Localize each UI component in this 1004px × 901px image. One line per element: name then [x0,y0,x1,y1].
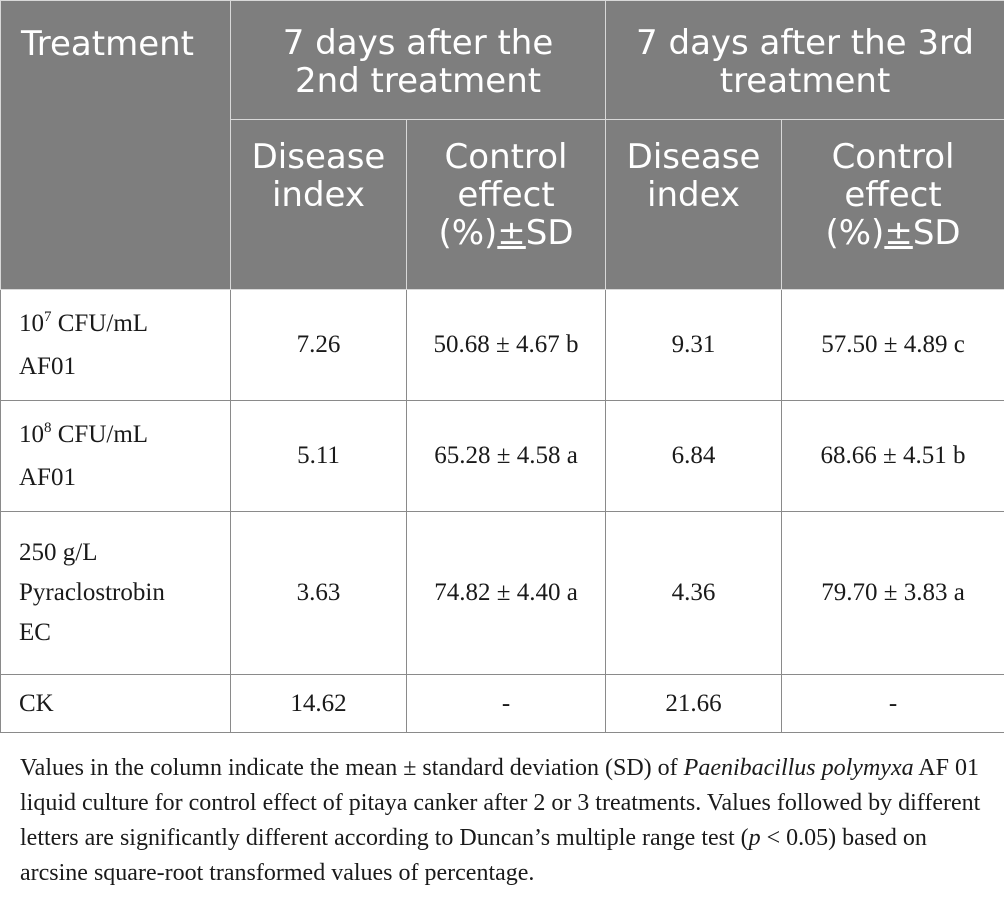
table-body: 107 CFU/mL AF01 7.26 50.68 ± 4.67 b 9.31… [0,289,1004,733]
disease-index-3rd-cell: 4.36 [605,511,783,675]
concentration-unit: CFU/mL [51,309,149,337]
disease-index-2nd-cell: 14.62 [230,674,407,733]
footnote-text: Values in the column indicate the mean ±… [20,755,684,781]
control-effect-2nd-cell: 74.82 ± 4.40 a [405,511,607,675]
footnote-text: AF 01 liquid culture for control effect … [20,755,981,851]
disease-index-3rd-cell: 9.31 [605,289,783,401]
sd-label: SD [525,213,574,253]
table-footnote: Values in the column indicate the mean ±… [20,751,990,891]
percent-label: (%) [438,213,498,253]
header-group-line: treatment [719,61,891,101]
control-effect-3rd-cell: 68.66 ± 4.51 b [781,400,1004,512]
header-line-sd: (%)±SD [782,214,1004,252]
plus-minus-symbol: ± [497,213,526,253]
concentration-unit: CFU/mL [51,420,149,448]
disease-index-3rd-cell: 6.84 [605,400,783,512]
control-effect-2nd-cell: - [405,674,607,733]
header-group-3rd-treatment: 7 days after the 3rd treatment [605,0,1004,120]
treatment-line: 107 CFU/mL [19,304,230,347]
header-disease-index: Disease index [605,119,783,290]
control-effect-3rd-cell: 57.50 ± 4.89 c [781,289,1004,401]
header-line: Control [831,137,955,177]
header-control-effect: Control effect (%)±SD [405,119,607,290]
header-line-sd: (%)±SD [407,214,605,252]
disease-index-2nd-cell: 3.63 [230,511,407,675]
header-line: Control [444,137,568,177]
control-effect-2nd-cell: 50.68 ± 4.67 b [405,289,607,401]
header-row-2: Disease index Control effect (%)±SD Dise… [1,119,1004,290]
treatment-cell: 250 g/L Pyraclostrobin EC [0,511,231,675]
disease-index-3rd-cell: 21.66 [605,674,783,733]
footnote-text: < 0.05) based on arcsine square-root tra… [20,825,927,886]
control-effect-3rd-cell: - [781,674,1004,733]
concentration-exponent: 8 [44,419,52,436]
table-row: CK 14.62 - 21.66 - [0,674,1004,733]
treatment-line: 108 CFU/mL [19,415,230,458]
control-effect-3rd-cell: 79.70 ± 3.83 a [781,511,1004,675]
treatment-cell: 107 CFU/mL AF01 [0,289,231,401]
treatment-cell: 108 CFU/mL AF01 [0,400,231,512]
header-treatment: Treatment [0,0,231,290]
header-group-line: 2nd treatment [294,61,542,101]
results-table: Treatment 7 days after the 2nd treatment… [0,0,1004,733]
concentration-base: 10 [19,420,44,448]
treatment-line: AF01 [19,463,76,491]
header-line: index [271,175,366,215]
concentration-base: 10 [19,309,44,337]
header-line: effect [844,175,942,215]
plus-minus-symbol: ± [884,213,913,253]
header-group-line: 7 days after the 3rd [636,23,974,63]
treatment-line: AF01 [19,352,76,380]
header-line: index [647,175,741,215]
concentration-exponent: 7 [44,308,52,325]
header-line: effect [457,175,555,215]
header-group-line: 7 days after the [282,23,554,63]
disease-index-2nd-cell: 5.11 [230,400,407,512]
treatment-line: CK [19,689,54,717]
sd-label: SD [912,213,961,253]
table-row: 108 CFU/mL AF01 5.11 65.28 ± 4.58 a 6.84… [0,400,1004,512]
treatment-line: Pyraclostrobin [19,579,165,606]
percent-label: (%) [825,213,885,253]
table-row: 107 CFU/mL AF01 7.26 50.68 ± 4.67 b 9.31… [0,289,1004,401]
header-control-effect: Control effect (%)±SD [781,119,1004,290]
table-row: 250 g/L Pyraclostrobin EC 3.63 74.82 ± 4… [0,511,1004,675]
p-symbol: p [748,825,761,851]
treatment-cell: CK [0,674,231,733]
species-name: Paenibacillus polymyxa [683,755,914,781]
treatment-line: 250 g/L [19,539,98,566]
header-line: Disease [626,137,761,177]
treatment-line: EC [19,619,51,646]
header-group-2nd-treatment: 7 days after the 2nd treatment [229,0,607,120]
header-line: Disease [251,137,386,177]
disease-index-2nd-cell: 7.26 [230,289,407,401]
table-header: Treatment 7 days after the 2nd treatment… [0,0,1004,290]
header-disease-index: Disease index [230,119,407,290]
control-effect-2nd-cell: 65.28 ± 4.58 a [405,400,607,512]
header-row-1: Treatment 7 days after the 2nd treatment… [0,0,1004,290]
